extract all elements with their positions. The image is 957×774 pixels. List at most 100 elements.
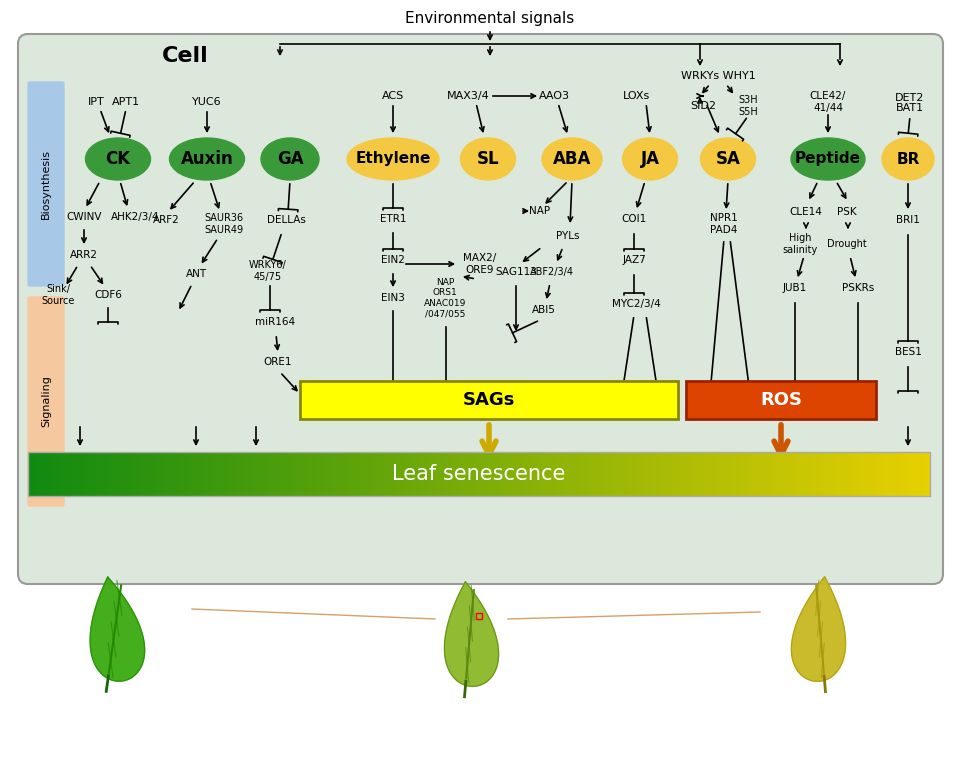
Ellipse shape bbox=[791, 138, 865, 180]
Bar bbox=[82, 452, 85, 496]
Bar bbox=[725, 452, 729, 496]
Bar bbox=[344, 452, 347, 496]
Bar bbox=[891, 452, 895, 496]
Bar bbox=[317, 452, 321, 496]
Bar bbox=[560, 452, 564, 496]
Text: miR164: miR164 bbox=[255, 317, 295, 327]
Bar bbox=[227, 452, 230, 496]
Bar bbox=[67, 452, 71, 496]
Bar bbox=[804, 452, 807, 496]
Bar bbox=[602, 452, 606, 496]
Bar bbox=[124, 452, 127, 496]
Bar bbox=[867, 452, 870, 496]
Bar bbox=[119, 452, 122, 496]
Bar bbox=[554, 452, 558, 496]
Text: Biosynthesis: Biosynthesis bbox=[41, 149, 51, 219]
Text: ABI5: ABI5 bbox=[532, 305, 556, 315]
Bar bbox=[151, 452, 155, 496]
Bar bbox=[563, 452, 567, 496]
Text: Ethylene: Ethylene bbox=[355, 152, 431, 166]
Bar bbox=[269, 452, 272, 496]
Bar bbox=[812, 452, 816, 496]
Text: YUC6: YUC6 bbox=[192, 97, 222, 107]
Bar bbox=[548, 452, 551, 496]
Bar bbox=[40, 452, 43, 496]
Bar bbox=[73, 452, 77, 496]
Bar bbox=[527, 452, 530, 496]
Bar bbox=[473, 452, 477, 496]
Bar bbox=[362, 452, 366, 496]
Bar bbox=[136, 452, 140, 496]
Bar bbox=[175, 452, 179, 496]
Bar bbox=[241, 452, 245, 496]
Bar bbox=[283, 452, 287, 496]
Text: SID2: SID2 bbox=[690, 101, 716, 111]
Bar bbox=[825, 452, 828, 496]
Bar bbox=[244, 452, 248, 496]
Bar bbox=[927, 452, 930, 496]
Text: ANT: ANT bbox=[186, 269, 207, 279]
Bar bbox=[915, 452, 919, 496]
Bar bbox=[557, 452, 561, 496]
Bar bbox=[52, 452, 56, 496]
Ellipse shape bbox=[622, 138, 678, 180]
Bar bbox=[167, 452, 169, 496]
Text: SA: SA bbox=[716, 150, 741, 168]
Bar bbox=[678, 452, 681, 496]
Bar bbox=[870, 452, 874, 496]
Bar bbox=[365, 452, 368, 496]
Bar bbox=[419, 452, 422, 496]
Ellipse shape bbox=[701, 138, 755, 180]
Text: PSKRs: PSKRs bbox=[842, 283, 874, 293]
Text: CLE42/
41/44: CLE42/ 41/44 bbox=[810, 91, 846, 113]
Bar bbox=[522, 452, 524, 496]
Bar bbox=[314, 452, 317, 496]
Bar bbox=[335, 452, 338, 496]
Bar bbox=[855, 452, 858, 496]
Bar bbox=[918, 452, 922, 496]
Polygon shape bbox=[444, 582, 499, 687]
Bar bbox=[515, 452, 519, 496]
Text: BRI1: BRI1 bbox=[896, 215, 920, 225]
Bar bbox=[112, 452, 116, 496]
Bar bbox=[85, 452, 89, 496]
Bar bbox=[199, 452, 203, 496]
Bar bbox=[320, 452, 323, 496]
Bar bbox=[593, 452, 597, 496]
Bar bbox=[157, 452, 161, 496]
Bar bbox=[714, 452, 717, 496]
Bar bbox=[380, 452, 384, 496]
Bar bbox=[689, 452, 693, 496]
Bar bbox=[428, 452, 432, 496]
Bar bbox=[37, 452, 40, 496]
Text: WRKY6/
45/75: WRKY6/ 45/75 bbox=[249, 260, 287, 282]
FancyBboxPatch shape bbox=[18, 34, 943, 584]
Bar bbox=[485, 452, 488, 496]
Bar bbox=[377, 452, 380, 496]
Bar bbox=[588, 452, 590, 496]
Bar bbox=[130, 452, 134, 496]
Text: Cell: Cell bbox=[162, 46, 209, 66]
Bar bbox=[840, 452, 843, 496]
Bar bbox=[181, 452, 185, 496]
Bar bbox=[272, 452, 275, 496]
Text: ABF2/3/4: ABF2/3/4 bbox=[530, 267, 574, 277]
Bar bbox=[512, 452, 516, 496]
Bar bbox=[31, 452, 34, 496]
Bar bbox=[801, 452, 804, 496]
Bar bbox=[762, 452, 766, 496]
Bar bbox=[452, 452, 456, 496]
Bar bbox=[584, 452, 588, 496]
Bar bbox=[290, 452, 293, 496]
Bar bbox=[416, 452, 419, 496]
Text: MAX2/
ORE9: MAX2/ ORE9 bbox=[463, 253, 497, 275]
Ellipse shape bbox=[169, 138, 244, 180]
Bar bbox=[43, 452, 47, 496]
Text: ARF2: ARF2 bbox=[152, 215, 179, 225]
Bar bbox=[458, 452, 461, 496]
Bar bbox=[536, 452, 540, 496]
Bar bbox=[235, 452, 239, 496]
Bar bbox=[894, 452, 898, 496]
Bar bbox=[256, 452, 260, 496]
Bar bbox=[238, 452, 242, 496]
